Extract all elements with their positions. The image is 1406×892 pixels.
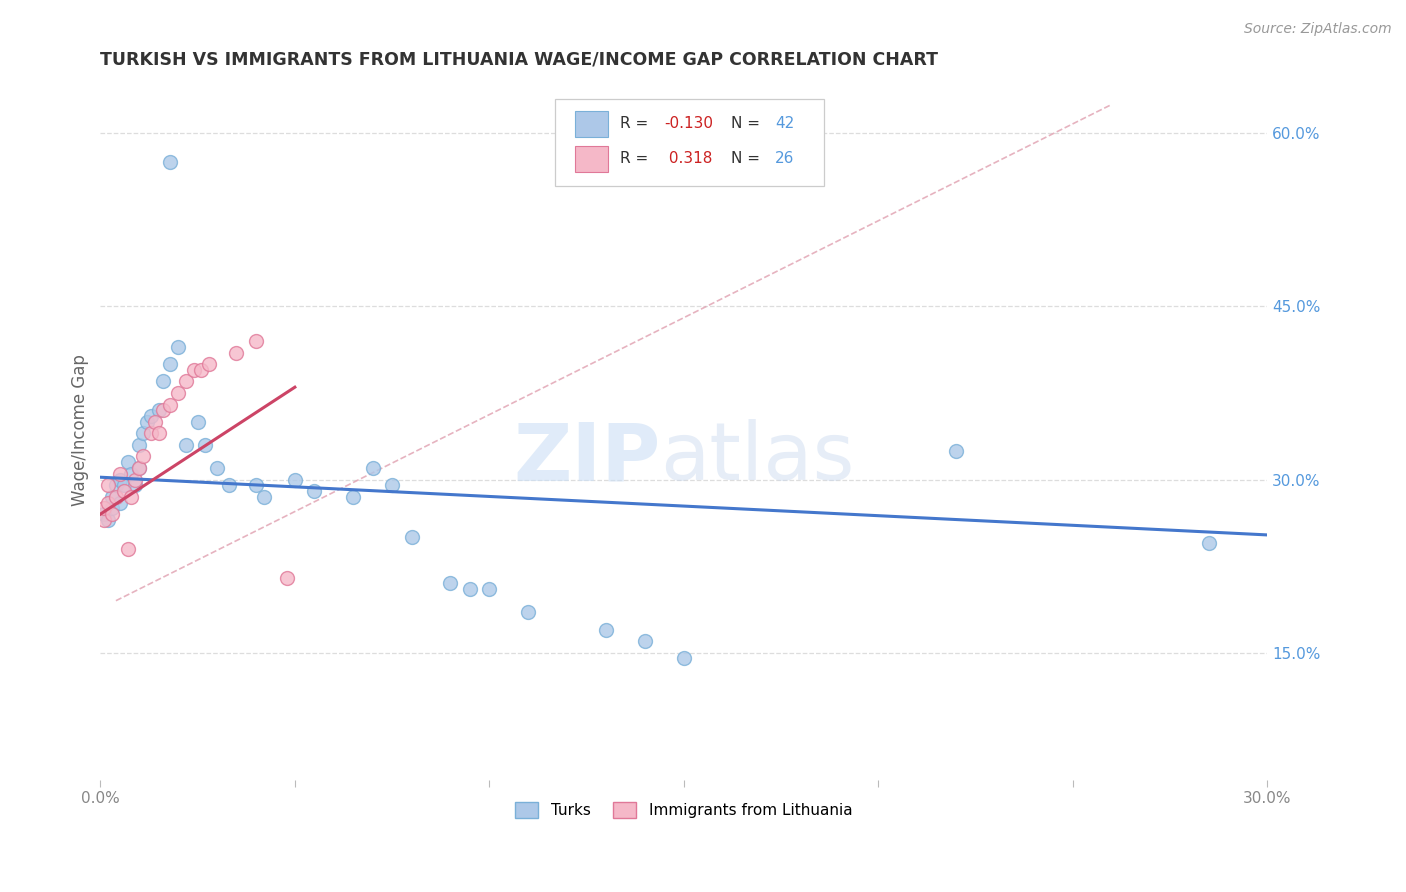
Point [121,490,143,504]
Text: Source: ZipAtlas.com: Source: ZipAtlas.com [1244,22,1392,37]
FancyBboxPatch shape [575,145,607,172]
Point [194,438,217,452]
Point [128,438,150,452]
Point [945,443,967,458]
Point [517,605,540,619]
Point [672,651,695,665]
Text: -0.130: -0.130 [664,117,713,131]
Point [108,495,131,509]
Text: 0.318: 0.318 [664,152,713,166]
Point [361,461,384,475]
Point [117,455,139,469]
Point [108,473,131,487]
Point [225,345,247,359]
Text: N =: N = [731,117,765,131]
Point [132,450,155,464]
Point [101,490,124,504]
Point [381,478,404,492]
Point [304,484,326,499]
Point [190,363,212,377]
Text: R =: R = [620,152,652,166]
Point [97,513,120,527]
Point [167,386,190,401]
Text: 26: 26 [775,152,794,166]
Point [218,478,240,492]
Point [276,571,298,585]
Y-axis label: Wage/Income Gap: Wage/Income Gap [72,354,89,507]
Point [159,397,181,411]
Point [183,363,205,377]
Point [117,541,139,556]
Point [97,478,120,492]
Text: ZIP: ZIP [513,419,661,498]
Point [458,582,481,597]
Point [245,334,267,348]
Legend: Turks, Immigrants from Lithuania: Turks, Immigrants from Lithuania [509,797,858,824]
Point [128,461,150,475]
FancyBboxPatch shape [555,99,824,186]
Point [101,507,124,521]
Point [152,403,174,417]
Point [139,409,162,423]
Point [159,155,181,169]
Point [595,623,617,637]
Point [174,375,197,389]
Point [478,582,501,597]
Point [93,507,115,521]
Point [187,415,209,429]
Point [205,461,228,475]
Point [104,478,127,492]
Point [342,490,364,504]
Point [253,490,276,504]
Point [139,426,162,441]
Point [143,415,166,429]
Point [104,490,127,504]
Point [101,501,124,516]
Point [148,403,170,417]
Point [634,634,657,648]
Point [124,473,146,487]
Point [93,513,115,527]
Point [159,357,181,371]
Point [93,501,115,516]
Point [132,426,155,441]
Point [148,426,170,441]
Point [112,478,135,492]
Point [245,478,267,492]
Point [97,495,120,509]
Point [198,357,221,371]
FancyBboxPatch shape [575,111,607,137]
Point [108,467,131,481]
Text: R =: R = [620,117,652,131]
Point [136,415,159,429]
Text: atlas: atlas [661,419,855,498]
Point [167,340,190,354]
Text: N =: N = [731,152,765,166]
Point [124,478,146,492]
Text: TURKISH VS IMMIGRANTS FROM LITHUANIA WAGE/INCOME GAP CORRELATION CHART: TURKISH VS IMMIGRANTS FROM LITHUANIA WAG… [100,51,938,69]
Point [401,530,423,544]
Point [174,438,197,452]
Point [152,375,174,389]
Point [128,461,150,475]
Point [121,467,143,481]
Point [284,473,307,487]
Point [112,484,135,499]
Text: 42: 42 [775,117,794,131]
Point [1198,536,1220,550]
Point [439,576,461,591]
